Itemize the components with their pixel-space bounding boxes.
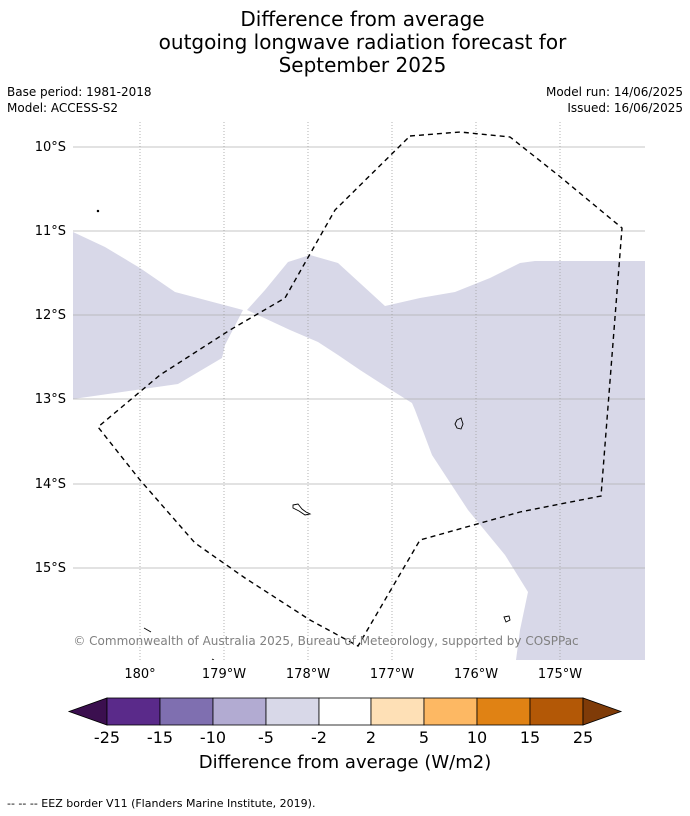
latitude-gridlines xyxy=(73,146,645,569)
lat-label: 15°S xyxy=(35,561,66,576)
lon-label: 180° xyxy=(124,667,155,682)
lat-label: 11°S xyxy=(35,224,66,239)
colorbar-segment xyxy=(265,697,320,726)
title-line-3: September 2025 xyxy=(278,53,447,77)
colorbar-tick: 10 xyxy=(467,728,487,747)
island xyxy=(454,417,464,430)
attribution: © Commonwealth of Australia 2025, Bureau… xyxy=(73,634,578,648)
island-outlines xyxy=(96,209,511,660)
title-line-1: Difference from average xyxy=(240,7,485,31)
colorbar-extend-high xyxy=(582,697,623,726)
meta-right: Model run: 14/06/2025 Issued: 16/06/2025 xyxy=(546,84,683,116)
lat-label: 14°S xyxy=(35,477,66,492)
colorbar-tick: 15 xyxy=(520,728,540,747)
colorbar xyxy=(67,697,623,726)
island xyxy=(211,658,215,660)
model-run: Model run: 14/06/2025 xyxy=(545,85,683,99)
lon-label: 177°W xyxy=(370,667,414,682)
model-name: Model: ACCESS-S2 xyxy=(7,101,119,115)
colorbar-tick: -5 xyxy=(258,728,274,747)
meta-left: Base period: 1981-2018 Model: ACCESS-S2 xyxy=(7,84,152,116)
colorbar-tick: -25 xyxy=(94,728,120,747)
island xyxy=(96,209,100,213)
lat-label: 10°S xyxy=(35,140,66,155)
colorbar-tick: 5 xyxy=(419,728,429,747)
anomaly-region xyxy=(73,232,243,399)
lon-label: 176°W xyxy=(454,667,498,682)
colorbar-segment xyxy=(159,697,214,726)
latitude-labels: 10°S 11°S 12°S 13°S 14°S 15°S xyxy=(35,140,66,576)
longitude-labels: 180° 179°W 178°W 177°W 176°W 175°W xyxy=(124,667,582,682)
colorbar-segment xyxy=(529,697,584,726)
lat-label: 13°S xyxy=(35,392,66,407)
colorbar-extend-low xyxy=(67,697,108,726)
eez-footnote: -- -- -- EEZ border V11 (Flanders Marine… xyxy=(7,797,316,810)
colorbar-segment xyxy=(423,697,478,726)
colorbar-tick: -10 xyxy=(200,728,226,747)
colorbar-segment xyxy=(370,697,425,726)
island xyxy=(292,503,312,516)
lat-label: 12°S xyxy=(35,308,66,323)
colorbar-segment xyxy=(106,697,161,726)
lon-label: 175°W xyxy=(538,667,582,682)
lon-label: 178°W xyxy=(286,667,330,682)
title-line-2: outgoing longwave radiation forecast for xyxy=(158,30,567,54)
colorbar-tick: 25 xyxy=(573,728,593,747)
island xyxy=(143,627,152,633)
anomaly-region xyxy=(247,255,645,660)
eez-border xyxy=(97,131,623,647)
colorbar-tick-labels: -25 -15 -10 -5 -2 2 5 10 15 25 xyxy=(94,728,593,747)
colorbar-segment xyxy=(318,697,372,726)
lon-label: 179°W xyxy=(202,667,246,682)
colorbar-segment xyxy=(212,697,267,726)
colorbar-tick: -2 xyxy=(311,728,327,747)
island xyxy=(503,615,511,623)
colorbar-title: Difference from average (W/m2) xyxy=(198,752,492,773)
base-period: Base period: 1981-2018 xyxy=(7,85,152,99)
colorbar-tick: 2 xyxy=(366,728,376,747)
colorbar-tick: -15 xyxy=(147,728,173,747)
map-area: © Commonwealth of Australia 2025, Bureau… xyxy=(73,122,645,660)
colorbar-segment xyxy=(476,697,531,726)
map-title: Difference from average outgoing longwav… xyxy=(0,8,690,77)
issued-date: Issued: 16/06/2025 xyxy=(567,101,683,115)
